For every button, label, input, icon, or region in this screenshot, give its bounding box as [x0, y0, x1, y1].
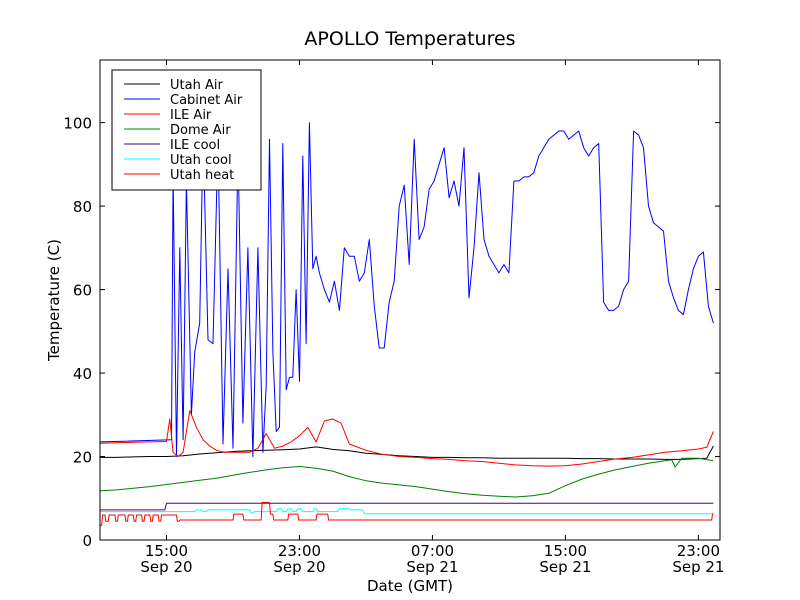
x-tick-time-label: 07:00 [411, 542, 454, 560]
series-layer [100, 122, 714, 526]
x-tick-time-label: 15:00 [145, 542, 188, 560]
legend-box [111, 69, 262, 191]
legend-label: Cabinet Air [170, 93, 243, 108]
y-tick-label: 80 [73, 198, 92, 216]
x-tick-date-label: Sep 21 [406, 558, 458, 576]
x-tick-date-label: Sep 21 [539, 558, 591, 576]
legend-label: Dome Air [170, 123, 231, 138]
series-line-utah-air [100, 445, 714, 460]
legend-label: Utah Air [170, 78, 223, 93]
series-line-dome-air [100, 457, 714, 498]
plot-frame [99, 59, 721, 541]
x-tick-time-label: 23:00 [677, 542, 720, 560]
legend-label: ILE Air [170, 108, 212, 123]
series-line-utah-heat [100, 501, 714, 526]
x-tick-time-label: 23:00 [278, 542, 321, 560]
series-line-cabinet-air [100, 122, 714, 457]
series-line-ile-air [100, 410, 714, 467]
x-tick-date-label: Sep 21 [672, 558, 724, 576]
series-line-utah-cool [100, 508, 714, 515]
x-tick-date-label: Sep 20 [273, 558, 325, 576]
x-tick-date-label: Sep 20 [140, 558, 192, 576]
y-axis-label: Temperature (C) [45, 239, 63, 362]
legend-label: Utah heat [170, 168, 234, 183]
y-tick-label: 0 [82, 532, 92, 550]
legend-label: Utah cool [170, 153, 232, 168]
legend-label: ILE cool [170, 138, 220, 153]
x-axis-label: Date (GMT) [367, 577, 453, 595]
series-line-ile-cool [100, 502, 714, 511]
y-tick-label: 20 [73, 449, 92, 467]
y-tick-label: 40 [73, 365, 92, 383]
y-tick-label: 60 [73, 282, 92, 300]
y-tick-label: 100 [63, 115, 92, 133]
x-tick-time-label: 15:00 [544, 542, 587, 560]
chart-title: APOLLO Temperatures [304, 28, 515, 50]
